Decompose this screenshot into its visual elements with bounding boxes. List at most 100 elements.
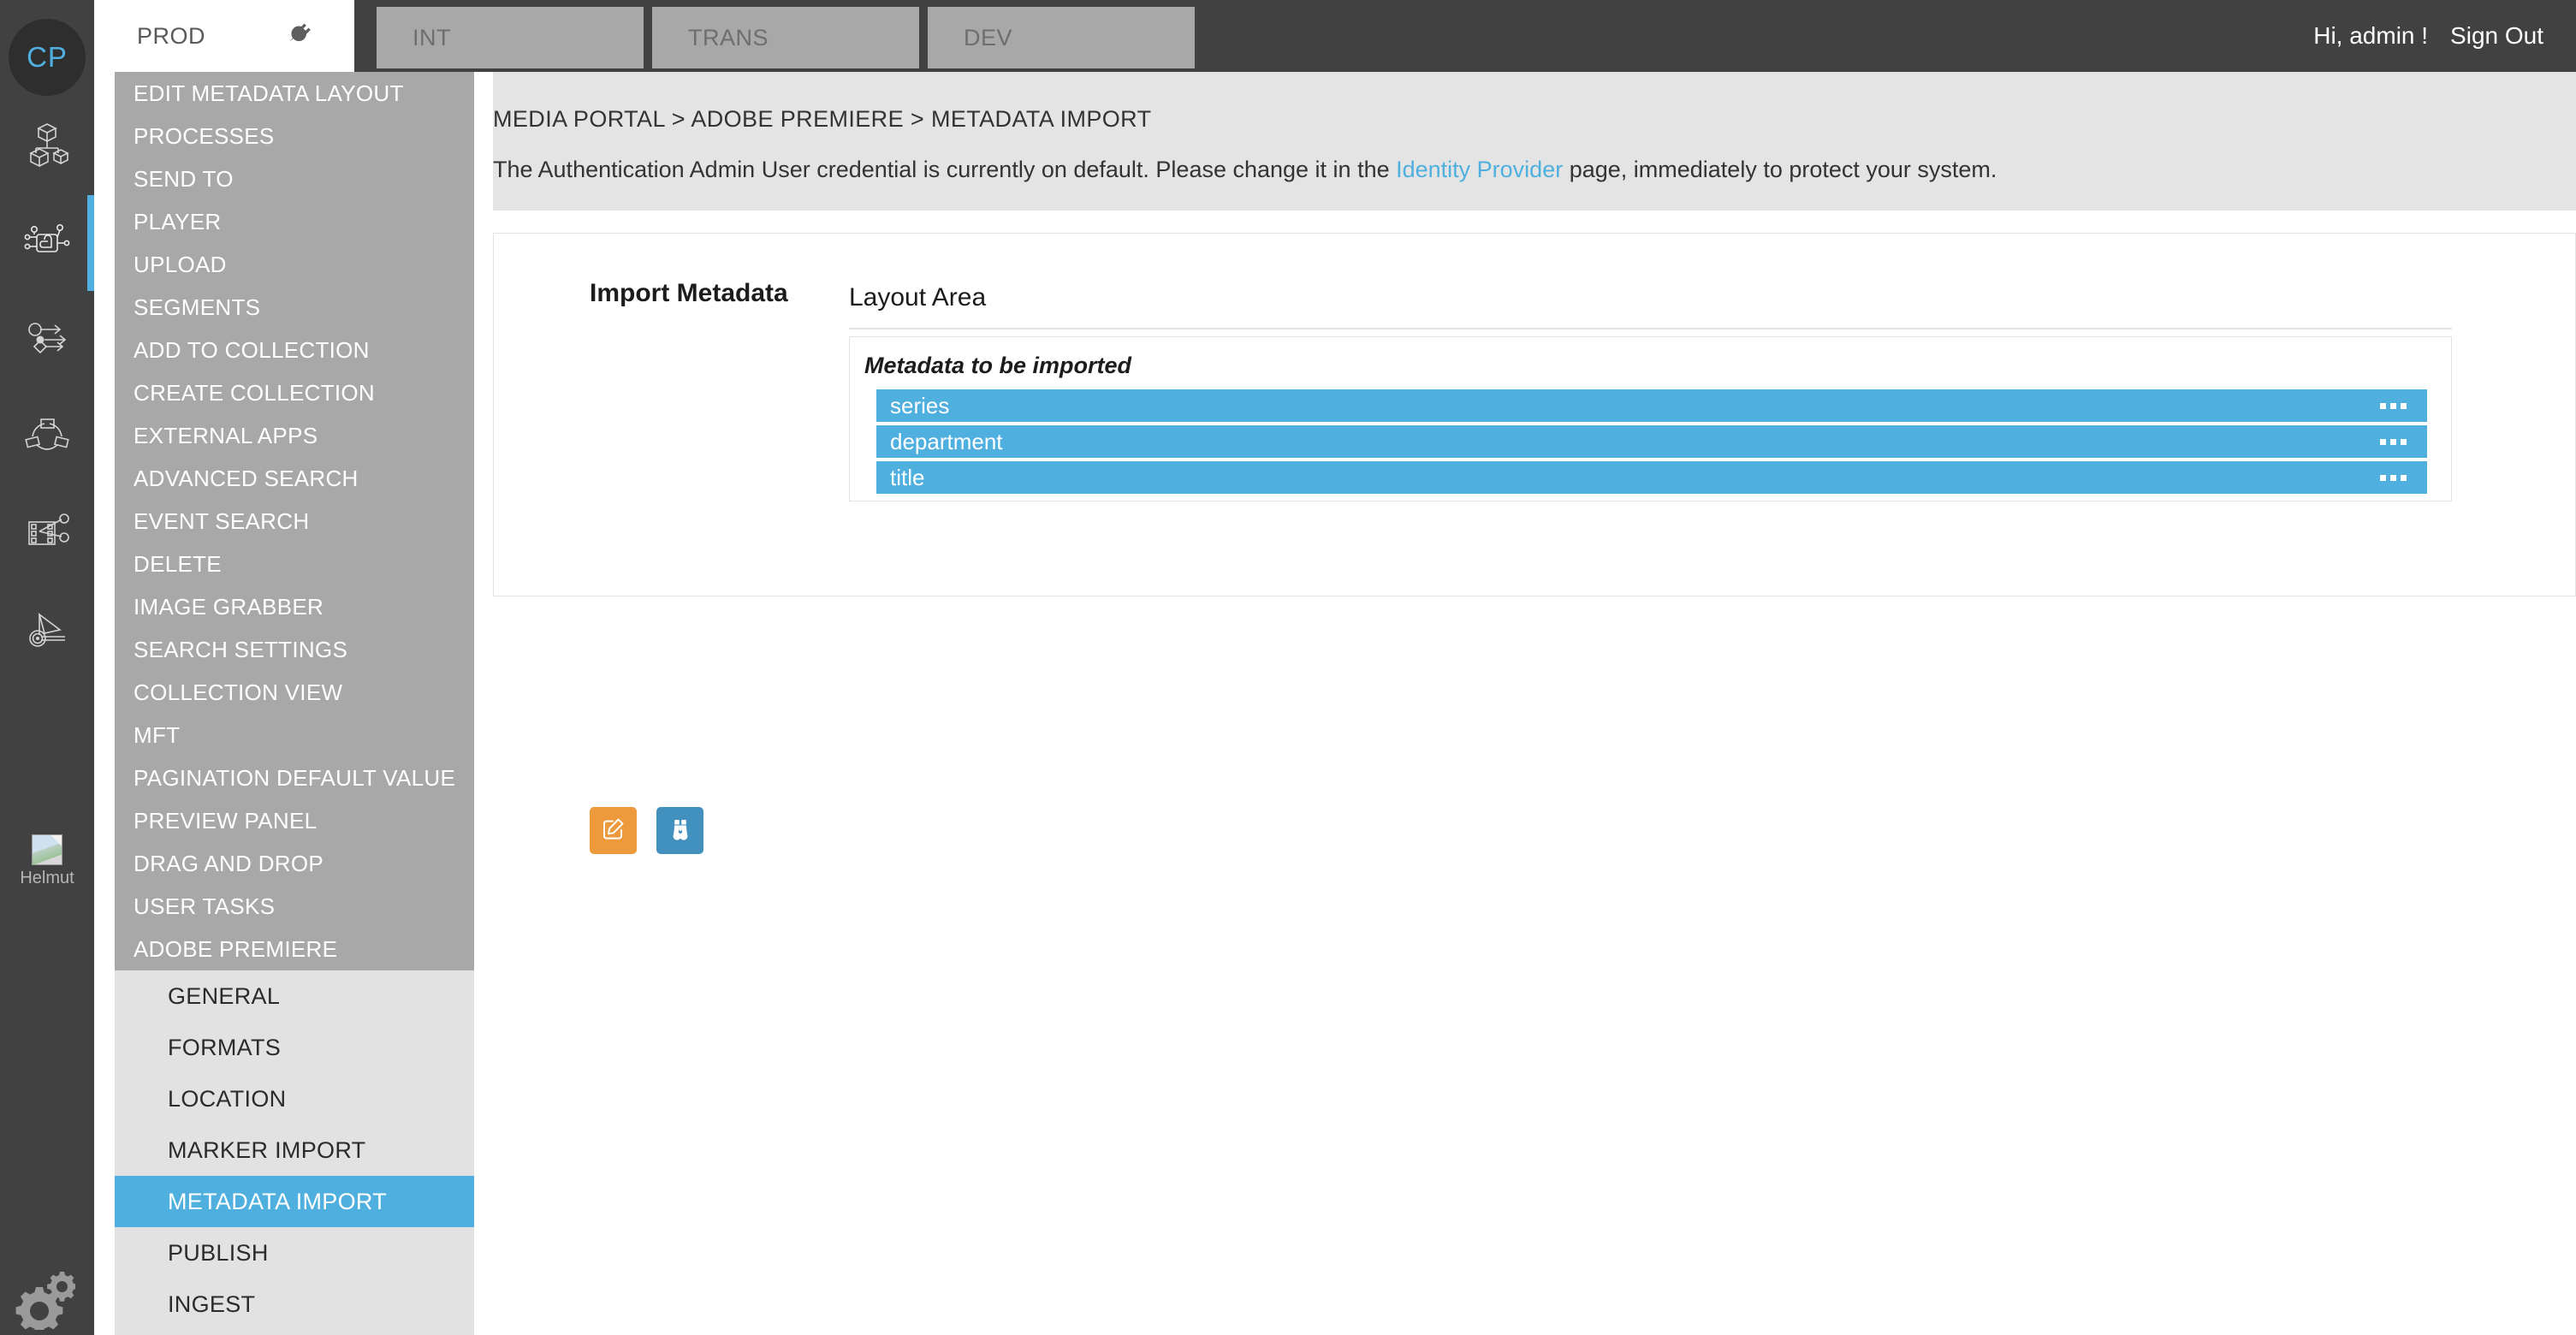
menu-item-label: EDIT METADATA LAYOUT (134, 80, 404, 106)
menu-item-user-tasks[interactable]: USER TASKS (115, 885, 474, 928)
menu-item-label: PLAYER (134, 208, 222, 234)
menu-item-label: DRAG AND DROP (134, 850, 324, 876)
rail-item-process-flow[interactable] (0, 292, 94, 386)
sign-out-link[interactable]: Sign Out (2450, 22, 2543, 49)
metadata-chip-series[interactable]: series (876, 389, 2427, 422)
warning-text-before: The Authentication Admin User credential… (493, 157, 1397, 182)
import-metadata-heading: Import Metadata (590, 279, 788, 307)
action-button-row (590, 807, 703, 854)
metadata-chip-label: title (890, 464, 925, 490)
rail-item-transfer[interactable] (0, 389, 94, 483)
menu-item-label: MFT (134, 721, 181, 748)
tab-trans[interactable]: TRANS (652, 7, 919, 68)
menu-item-player[interactable]: PLAYER (115, 200, 474, 243)
menu-item-label: PREVIEW PANEL (134, 807, 318, 834)
tab-trans-label: TRANS (688, 24, 769, 50)
metadata-chip-label: series (890, 392, 950, 418)
notification-banner (493, 72, 2576, 211)
submenu-item-label: GENERAL (168, 982, 281, 1009)
tab-dev[interactable]: DEV (928, 7, 1195, 68)
menu-item-delete[interactable]: DELETE (115, 543, 474, 585)
menu-item-label: SEARCH SETTINGS (134, 636, 348, 662)
submenu-item-label: LOCATION (168, 1085, 287, 1112)
drag-handle-icon[interactable] (2380, 474, 2407, 481)
main-content: MEDIA PORTAL > ADOBE PREMIERE > METADATA… (474, 72, 2576, 1335)
menu-item-label: EVENT SEARCH (134, 507, 310, 534)
warning-text-after: page, immediately to protect your system… (1563, 157, 1997, 182)
panel-label: Metadata to be imported (864, 353, 1132, 378)
menu-item-label: SEGMENTS (134, 294, 261, 320)
app-logo[interactable]: CP (9, 19, 86, 96)
menu-item-label: USER TASKS (134, 893, 276, 919)
menu-item-label: ADD TO COLLECTION (134, 336, 370, 363)
rail-item-workflow[interactable] (0, 195, 94, 289)
editing-icon (22, 507, 72, 557)
app-logo-text: CP (27, 41, 68, 73)
submenu-item-label: MARKER IMPORT (168, 1136, 366, 1163)
menu-item-mft[interactable]: MFT (115, 714, 474, 756)
menu-item-label: EXTERNAL APPS (134, 422, 318, 448)
menu-item-create-collection[interactable]: CREATE COLLECTION (115, 371, 474, 414)
submenu-item-label: INGEST (168, 1290, 256, 1317)
menu-item-edit-metadata-layout[interactable]: EDIT METADATA LAYOUT (115, 72, 474, 115)
tab-prod[interactable]: PROD (94, 0, 354, 72)
menu-item-preview-panel[interactable]: PREVIEW PANEL (115, 799, 474, 842)
rail-item-editing[interactable] (0, 485, 94, 579)
gear-icon (7, 1272, 77, 1334)
menu-item-processes[interactable]: PROCESSES (115, 115, 474, 157)
submenu-item-formats[interactable]: FORMATS (115, 1022, 474, 1073)
submenu-item-marker-import[interactable]: MARKER IMPORT (115, 1124, 474, 1176)
tab-int-label: INT (413, 24, 451, 50)
drag-handle-icon[interactable] (2380, 438, 2407, 445)
menu-item-upload[interactable]: UPLOAD (115, 243, 474, 286)
binoculars-icon (668, 816, 693, 845)
submenu-item-ingest[interactable]: INGEST (115, 1279, 474, 1330)
menu-item-external-apps[interactable]: EXTERNAL APPS (115, 414, 474, 457)
preview-button[interactable] (656, 807, 703, 854)
menu-item-label: UPLOAD (134, 251, 227, 277)
menu-item-advanced-search[interactable]: ADVANCED SEARCH (115, 457, 474, 500)
menu-item-image-grabber[interactable]: IMAGE GRABBER (115, 585, 474, 628)
menu-item-segments[interactable]: SEGMENTS (115, 286, 474, 329)
plug-icon[interactable] (284, 19, 313, 54)
rail-item-assets[interactable] (0, 98, 94, 193)
assets-icon (22, 121, 72, 170)
tab-int[interactable]: INT (377, 7, 644, 68)
layout-panel: Metadata to be imported series departmen… (849, 336, 2452, 501)
submenu-item-general[interactable]: GENERAL (115, 970, 474, 1022)
credential-warning: The Authentication Admin User credential… (493, 157, 1997, 183)
identity-provider-link[interactable]: Identity Provider (1396, 157, 1564, 182)
rail-active-indicator (87, 195, 94, 291)
menu-item-label: DELETE (134, 550, 222, 577)
menu-item-add-to-collection[interactable]: ADD TO COLLECTION (115, 329, 474, 371)
menu-item-label: COLLECTION VIEW (134, 679, 343, 705)
menu-item-send-to[interactable]: SEND TO (115, 157, 474, 200)
metadata-chip-label: department (890, 428, 1003, 454)
menu-item-event-search[interactable]: EVENT SEARCH (115, 500, 474, 543)
submenu-item-location[interactable]: LOCATION (115, 1073, 474, 1124)
playback-icon (22, 604, 72, 654)
metadata-chip-title[interactable]: title (876, 461, 2427, 494)
transfer-icon (22, 411, 72, 460)
edit-button[interactable] (590, 807, 637, 854)
rail-item-helmut[interactable]: Helmut (0, 834, 94, 888)
submenu-item-publish[interactable]: PUBLISH (115, 1227, 474, 1279)
settings-button[interactable] (7, 1261, 77, 1334)
tab-prod-label: PROD (137, 22, 206, 49)
drag-handle-icon[interactable] (2380, 402, 2407, 409)
rail-item-playback[interactable] (0, 582, 94, 676)
metadata-chip-department[interactable]: department (876, 425, 2427, 458)
menu-item-drag-and-drop[interactable]: DRAG AND DROP (115, 842, 474, 885)
menu-item-label: SEND TO (134, 165, 234, 192)
menu-item-pagination-default-value[interactable]: PAGINATION DEFAULT VALUE (115, 756, 474, 799)
submenu-item-label: METADATA IMPORT (168, 1188, 388, 1214)
submenu-item-label: FORMATS (168, 1034, 282, 1060)
submenu-item-metadata-import[interactable]: METADATA IMPORT (115, 1176, 474, 1227)
menu-item-search-settings[interactable]: SEARCH SETTINGS (115, 628, 474, 671)
breadcrumb: MEDIA PORTAL > ADOBE PREMIERE > METADATA… (493, 106, 1152, 132)
menu-item-collection-view[interactable]: COLLECTION VIEW (115, 671, 474, 714)
process-flow-icon (22, 314, 72, 364)
menu-item-adobe-premiere[interactable]: ADOBE PREMIERE (115, 928, 474, 970)
workflow-icon (22, 217, 72, 267)
adobe-premiere-submenu: GENERAL FORMATS LOCATION MARKER IMPORT M… (115, 970, 474, 1335)
